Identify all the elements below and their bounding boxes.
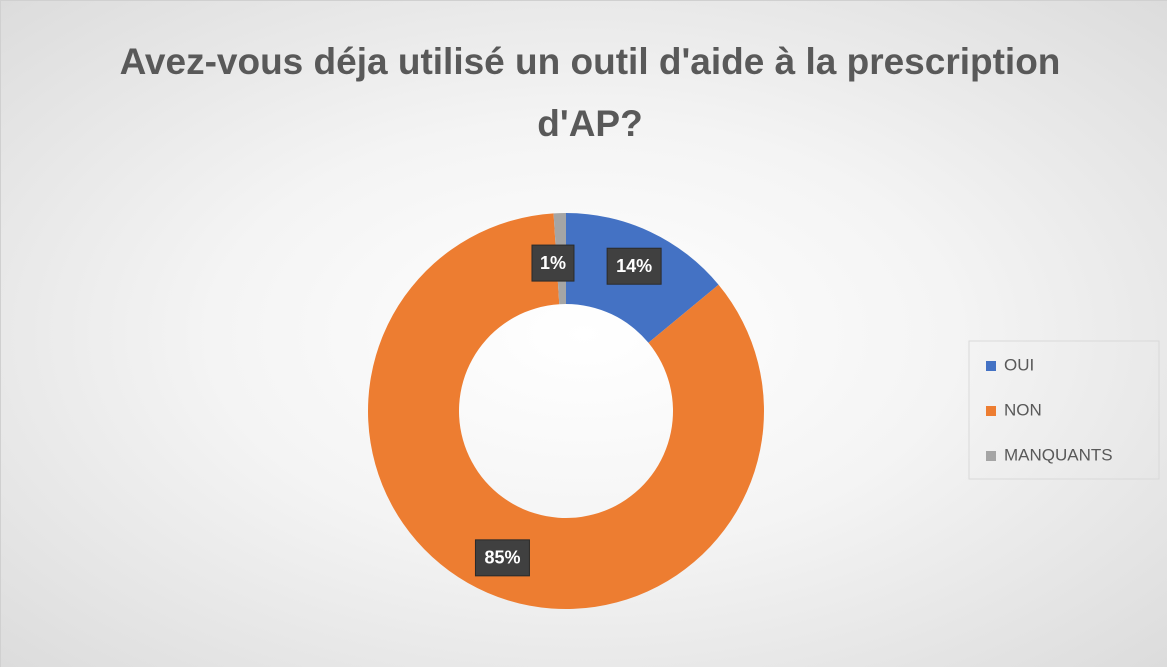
legend-label: OUI xyxy=(1004,355,1034,374)
data-label: 14% xyxy=(616,256,652,276)
data-label-box xyxy=(474,539,530,577)
legend-swatch xyxy=(986,406,996,416)
legend-label: MANQUANTS xyxy=(1004,445,1113,464)
legend-box xyxy=(968,340,1160,480)
data-label-box xyxy=(531,244,575,282)
donut-slice xyxy=(368,213,765,610)
chart-title: Avez-vous déja utilisé un outil d'aide à… xyxy=(119,41,1061,144)
data-label: 1% xyxy=(540,253,566,273)
data-label: 85% xyxy=(484,548,520,568)
legend-swatch xyxy=(986,451,996,461)
data-label-box xyxy=(606,247,662,285)
legend-swatch xyxy=(986,361,996,371)
legend-label: NON xyxy=(1004,400,1042,419)
